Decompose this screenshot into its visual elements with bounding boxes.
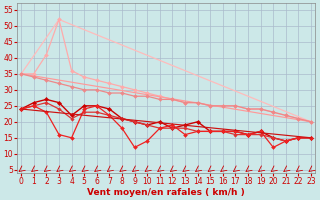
X-axis label: Vent moyen/en rafales ( km/h ): Vent moyen/en rafales ( km/h ): [87, 188, 245, 197]
